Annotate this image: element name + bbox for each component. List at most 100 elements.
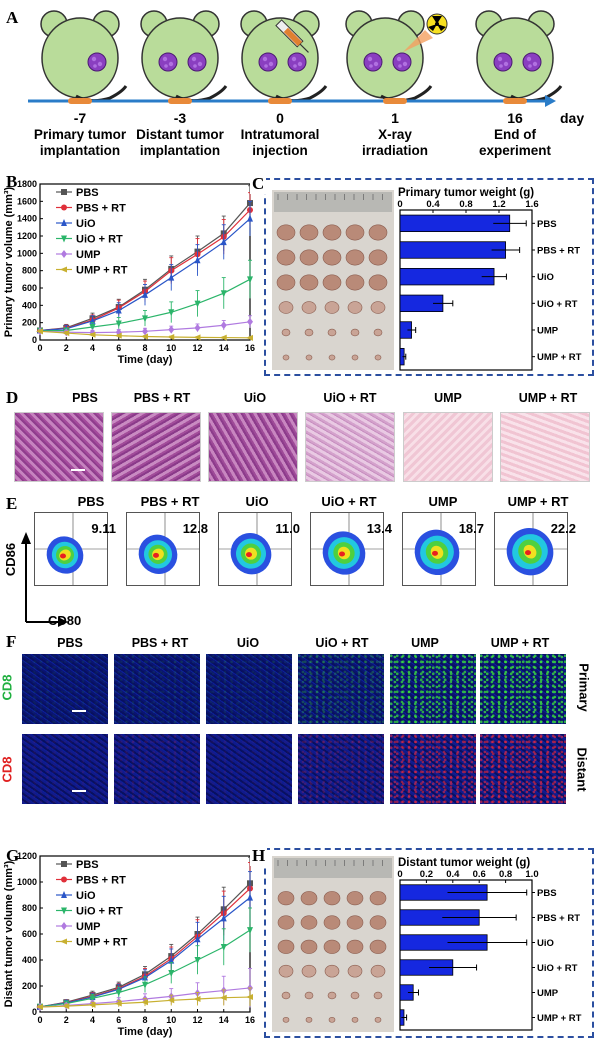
y-tick-label: 1200 bbox=[17, 851, 37, 861]
f-label-uio: UiO bbox=[236, 636, 260, 650]
e-label-pbs-rt: PBS + RT bbox=[140, 494, 200, 509]
data-point bbox=[88, 1001, 96, 1008]
fluorescence-distant-ump bbox=[390, 734, 476, 804]
tumor bbox=[369, 915, 387, 930]
data-point bbox=[114, 332, 122, 339]
data-point bbox=[142, 327, 148, 336]
data-point bbox=[247, 214, 253, 222]
chart-c-primary-weight: Primary tumor weight (g)0 0.4 0.8 1.2 1.6 PBS… bbox=[397, 187, 582, 371]
x-tick-label: 0 bbox=[37, 343, 42, 353]
data-point bbox=[246, 994, 253, 1001]
y-tick-label: 200 bbox=[22, 318, 37, 328]
mouse-5 bbox=[474, 9, 563, 103]
tumor bbox=[350, 991, 360, 1000]
d-label-uio-rt: UiO + RT bbox=[323, 391, 377, 405]
data-point bbox=[168, 273, 175, 281]
category-label: UMP bbox=[537, 988, 559, 999]
d-label-pbs: PBS bbox=[72, 391, 98, 405]
scale-bar bbox=[72, 710, 86, 712]
f-row2-label: CD8 bbox=[0, 756, 15, 783]
flow-plot-uio-rt bbox=[310, 512, 384, 586]
x-tick-label: 4 bbox=[90, 1015, 95, 1025]
tumor bbox=[368, 274, 388, 291]
f-label-pbs-rt: PBS + RT bbox=[131, 636, 189, 650]
flow-plot-pbs bbox=[34, 512, 108, 586]
fluorescence-primary-ump bbox=[390, 654, 476, 724]
tumor bbox=[322, 249, 342, 266]
legend-label: PBS + RT bbox=[76, 875, 126, 887]
tumor bbox=[368, 224, 388, 241]
y-axis-label: Primary tumor volume (mm³) bbox=[3, 186, 15, 337]
histology-pbs-rt bbox=[111, 412, 201, 482]
bar-chart-title: Primary tumor weight (g) bbox=[398, 187, 534, 199]
data-point bbox=[115, 989, 122, 997]
tumor bbox=[300, 915, 318, 930]
timeline-day-1: -7 bbox=[73, 110, 87, 126]
f-label-ump: UMP bbox=[411, 636, 439, 650]
legend-marker bbox=[60, 938, 67, 945]
timeline-day-2: -3 bbox=[173, 110, 187, 126]
tumor bbox=[305, 354, 313, 361]
panel-label-c: C bbox=[250, 174, 267, 194]
data-point bbox=[247, 276, 253, 284]
data-point bbox=[88, 331, 96, 338]
tumor bbox=[328, 1016, 336, 1023]
flow-plot-ump-rt bbox=[494, 512, 568, 586]
panel-label-g: G bbox=[6, 846, 20, 865]
tumor bbox=[327, 328, 337, 337]
tumor bbox=[346, 915, 364, 930]
x-tick-label: 10 bbox=[166, 1015, 176, 1025]
x-tick-label: 0.6 bbox=[473, 869, 486, 880]
x-tick-label: 12 bbox=[192, 343, 202, 353]
f-label-uio-rt: UiO + RT bbox=[315, 636, 369, 650]
data-point bbox=[115, 328, 122, 337]
legend-marker bbox=[61, 876, 67, 883]
data-point bbox=[194, 957, 201, 964]
timeline-unit: day bbox=[560, 110, 585, 126]
histology-ump bbox=[403, 412, 493, 482]
x-tick-label: 14 bbox=[219, 1015, 229, 1025]
y-axis-label: Distant tumor volume (mm³) bbox=[3, 860, 15, 1007]
tumor bbox=[277, 915, 295, 930]
data-point bbox=[247, 317, 253, 326]
x-tick-label: 0 bbox=[397, 199, 402, 210]
legend-marker bbox=[60, 266, 67, 273]
panel-label-d: D bbox=[6, 388, 19, 407]
x-tick-label: 0 bbox=[37, 1015, 42, 1025]
tumor bbox=[323, 891, 341, 906]
data-point bbox=[62, 330, 70, 337]
category-label: UiO + RT bbox=[537, 299, 578, 310]
data-point bbox=[220, 321, 227, 330]
data-point bbox=[193, 996, 201, 1002]
flow-value-pbs-rt: 12.8 bbox=[182, 521, 208, 536]
series-ump-rt: UMP + RT bbox=[36, 937, 253, 1011]
tumor bbox=[370, 964, 386, 978]
x-tick-label: 6 bbox=[116, 1015, 121, 1025]
panel-label-a: A bbox=[6, 8, 19, 27]
flow-value-uio-rt: 13.4 bbox=[366, 521, 392, 536]
e-label-ump-rt: UMP + RT bbox=[507, 494, 569, 509]
plot-frame bbox=[399, 209, 533, 371]
histology-uio-rt bbox=[305, 412, 395, 482]
legend-label: UiO + RT bbox=[76, 234, 123, 246]
y-tick-label: 800 bbox=[22, 903, 37, 913]
ruler bbox=[274, 192, 392, 212]
fluorescence-distant-uio bbox=[206, 734, 292, 804]
data-point bbox=[247, 893, 253, 901]
data-point bbox=[168, 970, 175, 977]
tumor bbox=[301, 964, 317, 978]
data-point bbox=[167, 997, 175, 1004]
tumor bbox=[346, 891, 364, 906]
x-tick-label: 12 bbox=[192, 1015, 202, 1025]
data-point bbox=[194, 935, 201, 943]
timeline-caption-4: X-ray irradiation bbox=[361, 127, 428, 158]
data-point bbox=[141, 999, 148, 1006]
y-tick-label: 600 bbox=[22, 929, 37, 939]
tumor bbox=[304, 991, 314, 1000]
category-label: UMP + RT bbox=[537, 352, 582, 363]
tumor bbox=[281, 991, 291, 1000]
tumor bbox=[370, 301, 386, 314]
category-label: PBS bbox=[537, 888, 557, 899]
timeline-day-3: 0 bbox=[276, 110, 284, 126]
category-label: UMP bbox=[537, 326, 559, 337]
